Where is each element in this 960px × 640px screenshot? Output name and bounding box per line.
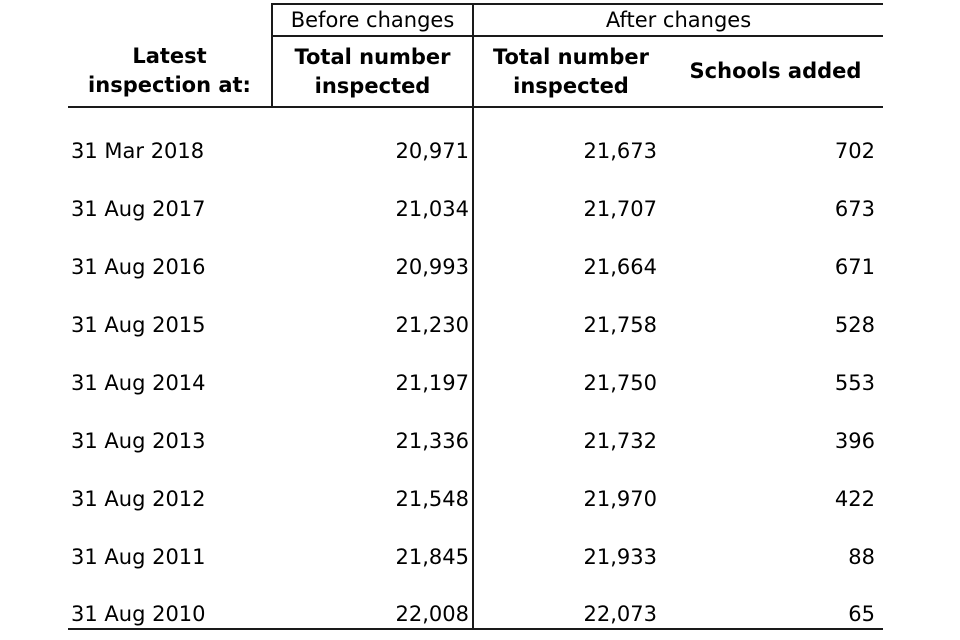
date-cell: 31 Aug 2014 (71, 370, 206, 395)
table-row: 31 Aug 2011 21,845 21,933 88 (68, 513, 883, 571)
before-total-cell: 21,034 (272, 165, 474, 223)
after-total-cell: 21,750 (583, 370, 657, 395)
before-total-cell: 21,230 (272, 281, 474, 339)
schools-added-cell: 673 (834, 196, 875, 221)
before-total-cell: 20,971 (272, 107, 474, 165)
date-cell: 31 Aug 2017 (71, 196, 206, 221)
table-row: 31 Aug 2010 22,008 22,073 65 (68, 571, 883, 630)
row-label-header: Latest inspection at: (68, 36, 272, 108)
table-row: 31 Aug 2017 21,034 21,707 673 (68, 165, 883, 223)
table-row: 31 Aug 2016 20,993 21,664 671 (68, 223, 883, 281)
table-row: 31 Aug 2013 21,336 21,732 396 (68, 397, 883, 455)
before-total-cell: 21,197 (272, 339, 474, 397)
schools-added-cell: 671 (834, 254, 875, 279)
before-changes-group-header: Before changes (271, 3, 474, 37)
schools-added-cell: 88 (848, 544, 875, 569)
after-total-header: Total number inspected (473, 36, 668, 108)
after-total-cell: 21,933 (583, 544, 657, 569)
date-cell: 31 Aug 2011 (71, 544, 206, 569)
schools-added-cell: 65 (668, 571, 883, 630)
after-total-cell: 21,707 (583, 196, 657, 221)
after-changes-group-header: After changes (473, 3, 883, 37)
inspection-table: Before changes After changes Latest insp… (68, 3, 883, 630)
after-total-cell: 22,073 (473, 571, 668, 630)
schools-added-cell: 396 (834, 428, 875, 453)
after-total-cell: 21,970 (583, 486, 657, 511)
date-cell: 31 Aug 2010 (68, 571, 272, 630)
schools-added-cell: 422 (834, 486, 875, 511)
date-cell: 31 Aug 2013 (71, 428, 206, 453)
table-row: 31 Mar 2018 20,971 21,673 702 (68, 107, 883, 165)
after-total-cell: 21,758 (583, 312, 657, 337)
after-total-cell: 21,673 (583, 138, 657, 163)
group-header-empty (68, 4, 272, 36)
before-total-cell: 22,008 (272, 571, 474, 630)
schools-added-cell: 702 (834, 138, 875, 163)
schools-added-cell: 553 (834, 370, 875, 395)
before-total-cell: 21,336 (272, 397, 474, 455)
column-header-row: Latest inspection at: Total number inspe… (68, 36, 883, 108)
date-cell: 31 Aug 2015 (71, 312, 206, 337)
before-total-cell: 20,993 (272, 223, 474, 281)
before-total-cell: 21,845 (272, 513, 474, 571)
table-row: 31 Aug 2014 21,197 21,750 553 (68, 339, 883, 397)
date-cell: 31 Aug 2012 (71, 486, 206, 511)
group-header-row: Before changes After changes (68, 3, 883, 37)
before-total-header: Total number inspected (271, 36, 474, 108)
date-cell: 31 Aug 2016 (71, 254, 206, 279)
table-row: 31 Aug 2012 21,548 21,970 422 (68, 455, 883, 513)
table-row: 31 Aug 2015 21,230 21,758 528 (68, 281, 883, 339)
after-total-cell: 21,664 (583, 254, 657, 279)
date-cell: 31 Mar 2018 (71, 138, 205, 163)
schools-added-header: Schools added (668, 36, 883, 108)
before-total-cell: 21,548 (272, 455, 474, 513)
after-total-cell: 21,732 (583, 428, 657, 453)
schools-added-cell: 528 (834, 312, 875, 337)
